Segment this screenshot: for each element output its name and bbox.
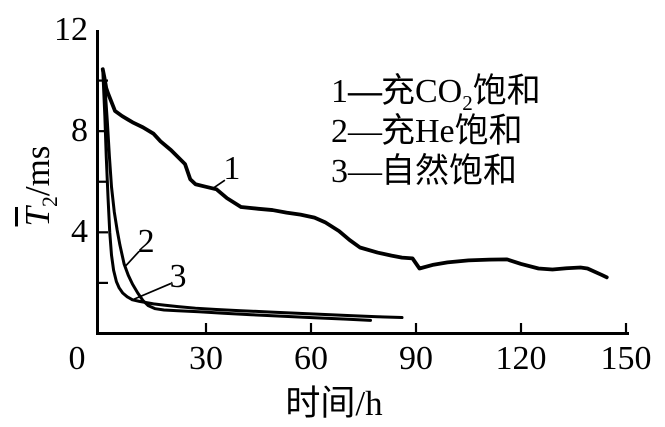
curve-label-3: 3: [170, 258, 187, 295]
curve-label-2: 2: [138, 223, 155, 260]
axis-lines: [96, 30, 629, 335]
series-line-1: [100, 67, 609, 280]
legend-line-sample: —: [348, 73, 382, 110]
legend-line-sample: —: [348, 113, 382, 150]
leader-line-3: [130, 282, 172, 302]
y-axis-title-subscript: 2: [38, 196, 62, 207]
legend-series-text: 充CO: [381, 73, 463, 110]
legend-series-subscript: 2: [462, 90, 473, 115]
x-tick-label-120: 120: [495, 340, 547, 377]
x-tick-label-150: 150: [600, 340, 652, 377]
legend-series-text: 自然: [381, 153, 449, 190]
x-tick-label-0: 0: [68, 340, 86, 377]
legend-series-number: 1: [331, 73, 348, 110]
legend-line-sample: —: [348, 153, 382, 190]
y-tick-label-4: 4: [71, 213, 88, 251]
legend-entry-1: 1—充CO2饱和: [331, 72, 541, 115]
legend-series-text: 充He: [381, 113, 455, 150]
legend-series-number: 3: [331, 153, 348, 190]
curve-label-1: 1: [223, 150, 240, 187]
x-tick-label-90: 90: [399, 340, 433, 377]
series-line-3: [101, 67, 404, 320]
leader-line-2: [124, 250, 140, 268]
legend-entry-3: 3—自然饱和: [331, 152, 541, 192]
legend-entry-2: 2—充He饱和: [331, 112, 541, 152]
x-tick-label-60: 60: [294, 340, 328, 377]
x-tick-label-30: 30: [189, 340, 223, 377]
y-axis-title-unit: /ms: [18, 145, 57, 197]
x-axis-title: 时间/h: [285, 384, 383, 423]
y-tick-label-8: 8: [71, 112, 88, 150]
leader-line-1: [212, 179, 226, 190]
y-tick-label-12: 12: [54, 11, 88, 48]
legend-series-number: 2: [331, 113, 348, 150]
legend-series-text-suffix: 饱和: [449, 153, 517, 190]
legend-series-text-suffix: 饱和: [454, 113, 523, 150]
legend-series-text-suffix: 饱和: [472, 73, 541, 110]
legend: 1—充CO2饱和 2—充He饱和 3—自然饱和: [331, 72, 541, 192]
